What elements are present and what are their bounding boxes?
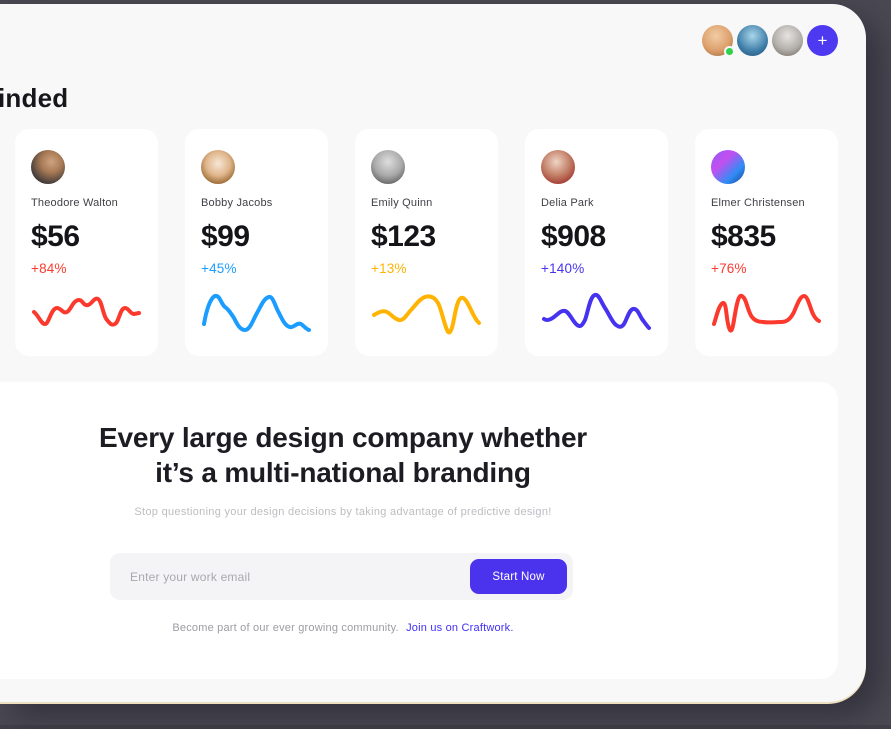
stat-card[interactable]: Theodore Walton $56 +84% <box>15 129 158 356</box>
backdrop-bottom-strip <box>0 725 891 729</box>
stat-card[interactable]: Delia Park $908 +140% <box>525 129 668 356</box>
hero-title-line1: Every large design company whether <box>98 422 588 453</box>
stat-card[interactable]: Bobby Jacobs $99 +45% <box>185 129 328 356</box>
craftwork-link[interactable]: Join us on Craftwork. <box>406 622 514 634</box>
person-name: Delia Park <box>541 197 594 209</box>
person-name: Emily Quinn <box>371 197 433 209</box>
start-now-button[interactable]: Start Now <box>470 559 567 594</box>
sparkline-chart <box>32 296 141 327</box>
member-avatar[interactable] <box>772 25 803 56</box>
email-input[interactable] <box>110 553 470 600</box>
amount-value: $835 <box>711 220 776 253</box>
avatar <box>371 150 405 184</box>
start-now-label: Start Now <box>492 570 545 583</box>
team-member-row: + <box>702 25 838 57</box>
avatar <box>711 150 745 184</box>
member-avatar[interactable] <box>737 25 768 56</box>
amount-value: $123 <box>371 220 436 253</box>
person-name: Elmer Christensen <box>711 197 805 209</box>
amount-value: $908 <box>541 220 606 253</box>
amount-value: $56 <box>31 220 80 253</box>
stat-card-row: Theodore Walton $56 +84% Bobby Jacobs $9… <box>15 129 838 356</box>
change-percent: +84% <box>31 261 67 276</box>
sparkline-path <box>372 294 481 335</box>
sparkline-chart <box>372 294 481 335</box>
hero-subtitle: Stop questioning your design decisions b… <box>134 506 552 518</box>
page-title: inded <box>0 83 69 113</box>
amount-value: $99 <box>201 220 250 253</box>
person-name: Theodore Walton <box>31 197 118 209</box>
sparkline-path <box>712 293 821 333</box>
change-percent: +76% <box>711 261 747 276</box>
hero-footer: Become part of our ever growing communit… <box>60 622 626 634</box>
hero-content: Every large design company whether it’s … <box>60 382 626 518</box>
member-avatar[interactable] <box>702 25 735 57</box>
stat-card[interactable]: Elmer Christensen $835 +76% <box>695 129 838 356</box>
change-percent: +13% <box>371 261 407 276</box>
stat-card[interactable]: Emily Quinn $123 +13% <box>355 129 498 356</box>
hero-section: Every large design company whether it’s … <box>0 382 838 679</box>
sparkline-chart <box>202 293 311 332</box>
avatar <box>201 150 235 184</box>
hero-title-line2: it’s a multi-national branding <box>155 457 531 488</box>
sparkline-path <box>202 293 311 332</box>
avatar <box>31 150 65 184</box>
plus-icon: + <box>817 31 828 50</box>
sparkline-chart <box>542 292 651 330</box>
avatar <box>541 150 575 184</box>
footer-text: Become part of our ever growing communit… <box>172 622 399 634</box>
person-name: Bobby Jacobs <box>201 197 273 209</box>
online-status-dot <box>724 46 735 57</box>
app-panel: + inded Theodore Walton $56 +84% Bobby J… <box>0 4 866 702</box>
add-member-button[interactable]: + <box>807 25 838 56</box>
hero-title: Every large design company whether it’s … <box>60 420 626 490</box>
sparkline-chart <box>712 293 821 333</box>
sparkline-path <box>542 292 651 330</box>
change-percent: +140% <box>541 261 585 276</box>
change-percent: +45% <box>201 261 237 276</box>
sparkline-path <box>32 296 141 327</box>
email-signup-row: Start Now <box>110 553 573 600</box>
